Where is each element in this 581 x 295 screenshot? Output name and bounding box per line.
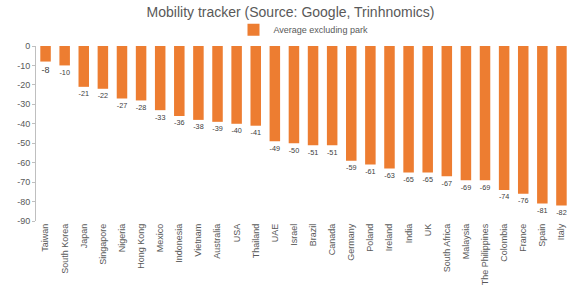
svg-text:Brazil: Brazil <box>308 224 318 247</box>
svg-text:-20: -20 <box>17 80 30 90</box>
svg-text:-60: -60 <box>17 158 30 168</box>
svg-text:-67: -67 <box>442 179 452 188</box>
svg-text:Indonesia: Indonesia <box>174 224 184 263</box>
svg-text:-40: -40 <box>231 126 241 135</box>
svg-text:South Korea: South Korea <box>60 224 70 274</box>
svg-text:Singapore: Singapore <box>98 224 108 265</box>
svg-text:-27: -27 <box>117 101 127 110</box>
svg-text:-21: -21 <box>79 89 89 98</box>
svg-text:-80: -80 <box>17 197 30 207</box>
svg-text:-10: -10 <box>17 61 30 71</box>
svg-text:-10: -10 <box>59 68 69 77</box>
svg-text:-36: -36 <box>174 118 184 127</box>
svg-text:UAE: UAE <box>270 224 280 243</box>
svg-text:0: 0 <box>25 41 30 51</box>
svg-text:Ireland: Ireland <box>384 224 394 252</box>
svg-text:-33: -33 <box>155 113 165 122</box>
svg-text:-70: -70 <box>17 177 30 187</box>
svg-text:-51: -51 <box>327 148 337 157</box>
svg-text:-59: -59 <box>346 163 356 172</box>
svg-text:-65: -65 <box>422 175 432 184</box>
svg-text:-63: -63 <box>384 171 394 180</box>
svg-text:-22: -22 <box>98 91 108 100</box>
svg-text:Italy: Italy <box>556 223 566 240</box>
svg-text:-81: -81 <box>537 206 547 215</box>
svg-text:-74: -74 <box>499 192 509 201</box>
svg-text:The Philippines: The Philippines <box>480 223 490 285</box>
svg-text:Average excluding park: Average excluding park <box>274 25 368 35</box>
svg-text:Nigeria: Nigeria <box>117 224 127 253</box>
svg-text:Poland: Poland <box>365 224 375 252</box>
svg-text:-30: -30 <box>17 99 30 109</box>
svg-text:-90: -90 <box>17 216 30 226</box>
svg-text:-65: -65 <box>403 175 413 184</box>
svg-text:-28: -28 <box>136 103 146 112</box>
svg-text:Israel: Israel <box>289 224 299 246</box>
svg-text:-82: -82 <box>556 208 566 217</box>
svg-text:Thailand: Thailand <box>251 224 261 259</box>
svg-text:Hong Kong: Hong Kong <box>136 224 146 269</box>
svg-text:UK: UK <box>423 224 433 237</box>
svg-text:India: India <box>404 224 414 244</box>
svg-text:Mexico: Mexico <box>155 224 165 253</box>
svg-text:-41: -41 <box>250 128 260 137</box>
svg-text:-50: -50 <box>289 146 299 155</box>
svg-text:-50: -50 <box>17 138 30 148</box>
svg-text:-76: -76 <box>518 196 528 205</box>
svg-text:Spain: Spain <box>537 224 547 247</box>
svg-text:-51: -51 <box>308 148 318 157</box>
svg-text:Mobility tracker (Source: Goog: Mobility tracker (Source: Google, Trinhn… <box>147 4 435 20</box>
svg-text:-61: -61 <box>365 167 375 176</box>
svg-text:Australia: Australia <box>212 224 222 259</box>
svg-text:-69: -69 <box>461 183 471 192</box>
svg-text:-40: -40 <box>17 119 30 129</box>
svg-text:Vietnam: Vietnam <box>193 224 203 257</box>
svg-text:-49: -49 <box>270 144 280 153</box>
svg-text:-39: -39 <box>212 124 222 133</box>
svg-text:-8: -8 <box>42 65 50 75</box>
svg-text:South Africa: South Africa <box>442 224 452 273</box>
svg-text:-69: -69 <box>480 183 490 192</box>
svg-text:Taiwan: Taiwan <box>40 224 50 252</box>
svg-text:Canada: Canada <box>327 224 337 256</box>
svg-text:-38: -38 <box>193 122 203 131</box>
svg-text:Colombia: Colombia <box>499 224 509 262</box>
svg-text:France: France <box>518 224 528 252</box>
svg-text:Malaysia: Malaysia <box>461 224 471 260</box>
svg-text:USA: USA <box>232 224 242 243</box>
svg-text:Germany: Germany <box>346 223 356 261</box>
svg-text:Japan: Japan <box>79 224 89 249</box>
